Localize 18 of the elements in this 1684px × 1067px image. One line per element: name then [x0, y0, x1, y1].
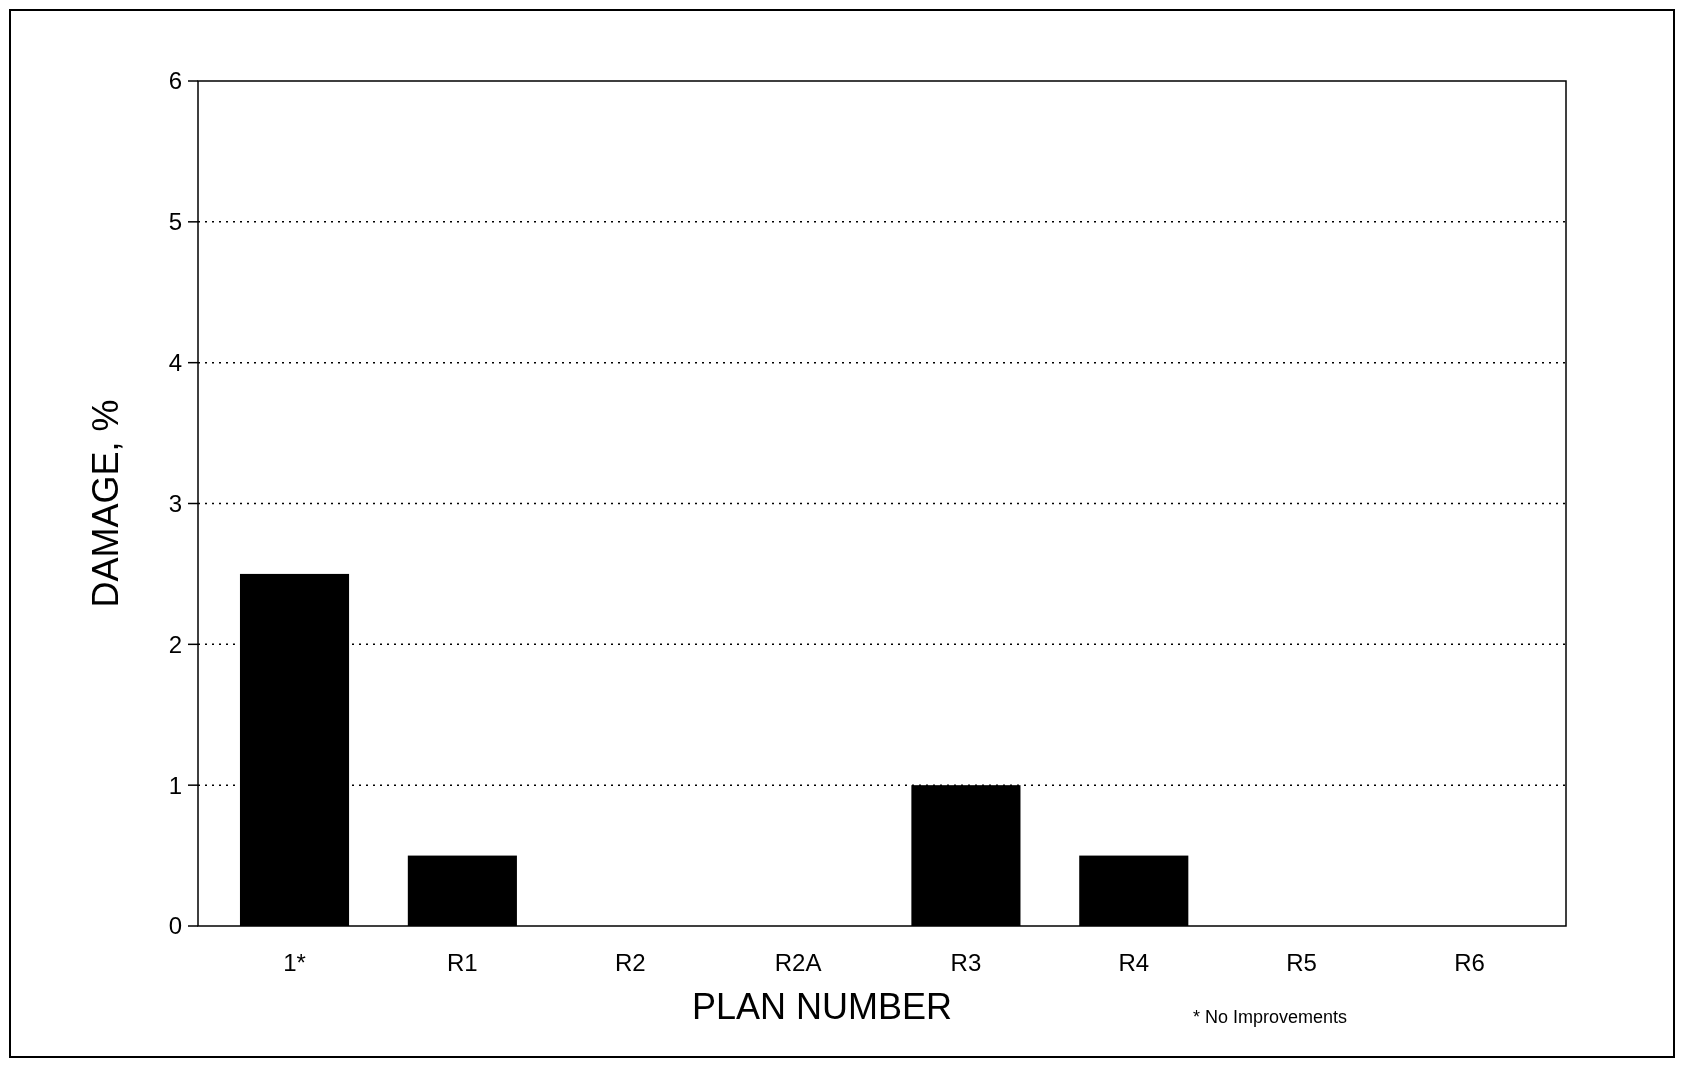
y-tick-label: 1 — [168, 771, 182, 799]
y-axis-title: DAMAGE, % — [85, 399, 126, 608]
x-tick-label: 1* — [283, 949, 306, 976]
x-tick-label: R3 — [950, 949, 982, 976]
y-tick-label: 0 — [168, 912, 182, 940]
y-tick-label: 6 — [168, 67, 182, 95]
y-tick-label: 4 — [168, 349, 182, 377]
text: * No Improvements — [1193, 1007, 1348, 1027]
x-tick-label: R2A — [774, 949, 822, 976]
x-axis-title: PLAN NUMBER — [691, 986, 953, 1027]
y-tick-label: 5 — [168, 208, 182, 236]
x-tick-label: R2 — [614, 949, 646, 976]
y-tick-label: 3 — [168, 489, 182, 517]
x-tick-label: R1 — [447, 949, 478, 976]
x-tick-label: R5 — [1286, 949, 1317, 976]
y-tick-label: 2 — [168, 630, 182, 658]
x-tick-label: R4 — [1118, 949, 1150, 976]
x-tick-label: R6 — [1454, 949, 1485, 976]
